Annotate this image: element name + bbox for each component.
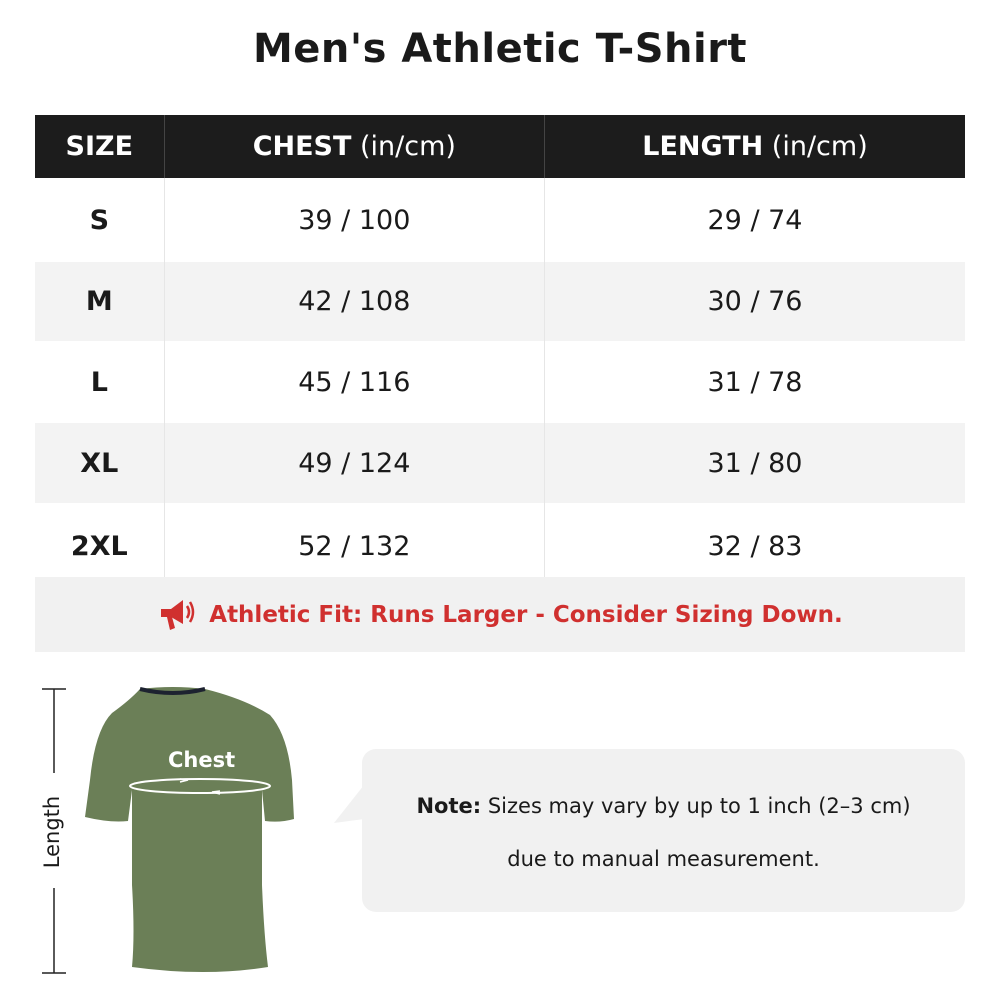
- note-line-1: Note: Sizes may vary by up to 1 inch (2–…: [362, 794, 965, 818]
- chest-cell: 39 / 100: [164, 178, 546, 262]
- header-size: SIZE: [35, 115, 165, 178]
- note-label: Note:: [416, 794, 482, 818]
- size-cell: M: [35, 262, 165, 341]
- header-length: LENGTH (in/cm): [544, 115, 965, 178]
- table-row: S 39 / 100 29 / 74: [35, 178, 965, 262]
- header-label: SIZE: [65, 131, 134, 162]
- notice-text: Athletic Fit: Runs Larger - Consider Siz…: [209, 601, 843, 628]
- table-row: XL 49 / 124 31 / 80: [35, 423, 965, 503]
- size-cell: S: [35, 178, 165, 262]
- size-table: SIZE CHEST (in/cm) LENGTH (in/cm) S 39 / …: [35, 115, 965, 589]
- header-unit: (in/cm): [763, 131, 868, 162]
- chest-cell: 45 / 116: [164, 341, 546, 423]
- tshirt-image: [85, 687, 294, 972]
- bubble-tail: [334, 785, 364, 823]
- note-text: Sizes may vary by up to 1 inch (2–3 cm): [481, 794, 911, 818]
- table-row: 2XL 52 / 132 32 / 83: [35, 503, 965, 589]
- size-cell: XL: [35, 423, 165, 503]
- header-label: LENGTH: [642, 131, 764, 162]
- length-label: Length: [40, 795, 64, 869]
- header-unit: (in/cm): [351, 131, 456, 162]
- size-cell: 2XL: [35, 503, 165, 589]
- chest-cell: 42 / 108: [164, 262, 546, 341]
- length-cell: 32 / 83: [544, 503, 965, 589]
- length-cell: 31 / 80: [544, 423, 965, 503]
- chest-cell: 52 / 132: [164, 503, 546, 589]
- chest-label: Chest: [168, 748, 236, 772]
- megaphone-icon: [161, 599, 195, 630]
- length-cell: 30 / 76: [544, 262, 965, 341]
- header-label: CHEST: [252, 131, 352, 162]
- table-header: SIZE CHEST (in/cm) LENGTH (in/cm): [35, 115, 965, 178]
- table-row: L 45 / 116 31 / 78: [35, 341, 965, 423]
- table-row: M 42 / 108 30 / 76: [35, 262, 965, 341]
- length-cell: 31 / 78: [544, 341, 965, 423]
- note-bubble: Note: Sizes may vary by up to 1 inch (2–…: [362, 749, 965, 912]
- chest-cell: 49 / 124: [164, 423, 546, 503]
- header-chest: CHEST (in/cm): [164, 115, 546, 178]
- length-cell: 29 / 74: [544, 178, 965, 262]
- size-cell: L: [35, 341, 165, 423]
- length-measure-line: [42, 688, 66, 974]
- fit-notice: Athletic Fit: Runs Larger - Consider Siz…: [35, 577, 965, 652]
- page-title: Men's Athletic T-Shirt: [252, 26, 748, 72]
- note-line-2: due to manual measurement.: [507, 847, 820, 871]
